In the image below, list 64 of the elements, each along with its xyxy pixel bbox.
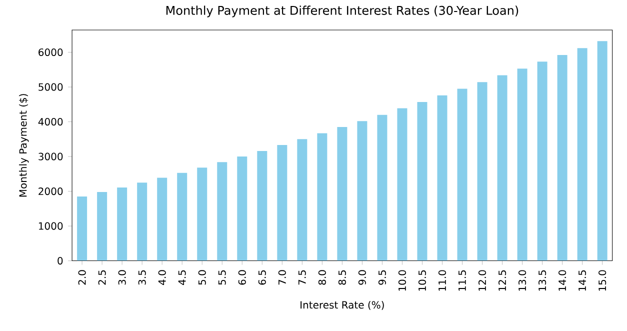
bar bbox=[557, 55, 568, 261]
bar bbox=[277, 145, 288, 261]
bar bbox=[337, 127, 348, 261]
x-tick-label: 11.5 bbox=[458, 270, 466, 291]
bar bbox=[457, 88, 468, 261]
y-tick-label: 1000 bbox=[38, 222, 63, 230]
x-tick-label: 14.0 bbox=[558, 270, 566, 291]
bar bbox=[197, 168, 208, 261]
x-tick-label: 13.0 bbox=[518, 270, 526, 291]
y-tick-label: 0 bbox=[58, 257, 63, 265]
y-tick-label: 2000 bbox=[38, 188, 63, 196]
x-tick-label: 5.0 bbox=[198, 270, 206, 285]
x-tick-label: 14.5 bbox=[578, 270, 586, 291]
x-tick-label: 11.0 bbox=[438, 270, 446, 291]
x-tick-label: 8.5 bbox=[338, 270, 346, 285]
y-tick-label: 4000 bbox=[38, 118, 63, 126]
x-tick-label: 10.5 bbox=[418, 270, 426, 291]
bar bbox=[317, 133, 328, 261]
bar bbox=[477, 82, 488, 261]
bar bbox=[517, 68, 528, 261]
bar bbox=[177, 172, 188, 261]
x-tick-label: 3.5 bbox=[138, 270, 146, 285]
x-tick-label: 4.5 bbox=[178, 270, 186, 286]
bar bbox=[537, 62, 548, 261]
y-tick-label: 6000 bbox=[38, 48, 63, 56]
x-tick-label: 2.0 bbox=[78, 270, 86, 285]
x-tick-label: 6.5 bbox=[258, 270, 266, 285]
x-tick-label: 12.5 bbox=[498, 270, 506, 291]
bar bbox=[257, 151, 268, 261]
x-tick-label: 7.5 bbox=[298, 270, 306, 285]
bar bbox=[117, 188, 128, 261]
bar bbox=[77, 196, 88, 261]
chart-title: Monthly Payment at Different Interest Rates (30-Year Loan) bbox=[166, 6, 518, 18]
bar bbox=[377, 114, 388, 261]
x-tick-label: 6.0 bbox=[238, 270, 246, 285]
bar bbox=[597, 41, 608, 261]
bar bbox=[157, 178, 168, 261]
bar bbox=[397, 108, 408, 261]
x-tick-label: 8.0 bbox=[318, 270, 326, 285]
bar bbox=[577, 48, 588, 261]
bar bbox=[497, 75, 508, 261]
bar bbox=[297, 139, 308, 261]
x-tick-label: 3.0 bbox=[118, 270, 126, 285]
bar bbox=[217, 162, 228, 261]
bar bbox=[97, 192, 108, 261]
bar bbox=[437, 95, 448, 261]
x-tick-label: 2.5 bbox=[98, 270, 106, 285]
x-tick-label: 15.0 bbox=[598, 270, 606, 291]
x-tick-label: 7.0 bbox=[278, 270, 286, 285]
x-tick-label: 13.5 bbox=[538, 270, 546, 291]
x-tick-label: 9.5 bbox=[378, 270, 386, 285]
x-axis-title: Interest Rate (%) bbox=[300, 301, 384, 310]
x-tick-label: 10.0 bbox=[398, 270, 406, 291]
x-tick-label: 4.0 bbox=[158, 270, 166, 286]
x-tick-label: 12.0 bbox=[478, 270, 486, 291]
y-axis-title: Monthly Payment ($) bbox=[19, 94, 29, 197]
x-tick-label: 9.0 bbox=[358, 270, 366, 285]
bar bbox=[237, 156, 248, 261]
bar bbox=[357, 121, 368, 261]
x-tick-label: 5.5 bbox=[218, 270, 226, 285]
y-tick-label: 3000 bbox=[38, 152, 63, 160]
bar bbox=[137, 182, 148, 261]
bar bbox=[417, 102, 428, 261]
y-tick-label: 5000 bbox=[38, 83, 63, 91]
